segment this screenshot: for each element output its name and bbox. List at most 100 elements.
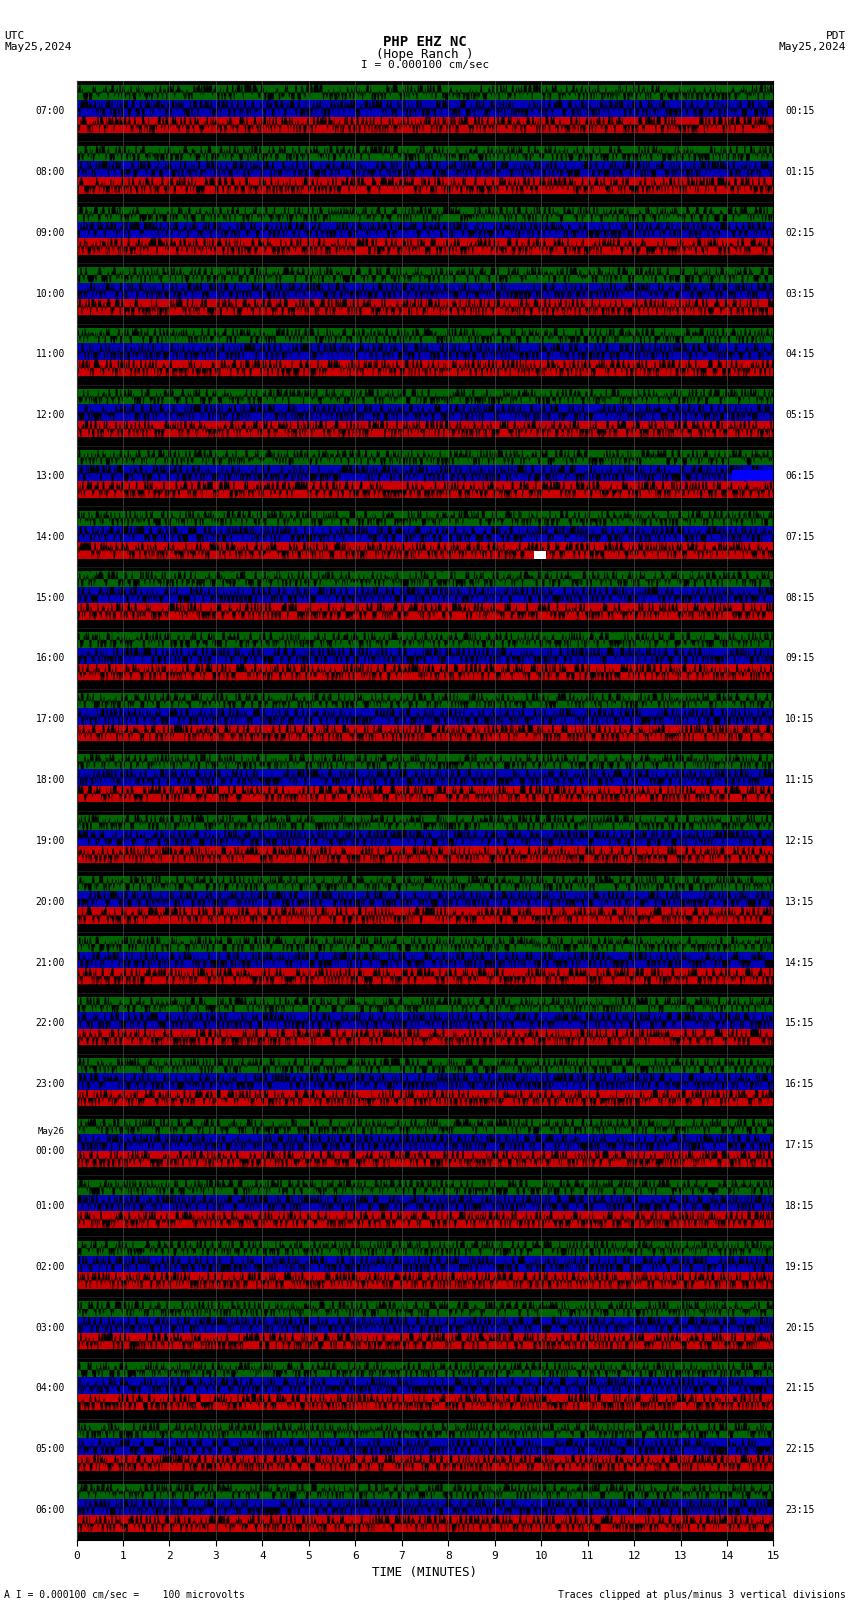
Bar: [76, 1013, 774, 1029]
Bar: [76, 753, 774, 769]
Text: 17:00: 17:00: [36, 715, 65, 724]
Bar: [76, 876, 774, 890]
Text: 01:15: 01:15: [785, 166, 814, 177]
Bar: [76, 1302, 774, 1316]
Bar: [76, 847, 774, 863]
Bar: [76, 498, 774, 506]
Bar: [76, 769, 774, 786]
Bar: [76, 481, 774, 498]
Bar: [76, 1532, 774, 1540]
Bar: [76, 932, 774, 937]
Text: 07:15: 07:15: [785, 532, 814, 542]
Text: 15:15: 15:15: [785, 1018, 814, 1029]
Bar: [76, 558, 774, 568]
Bar: [76, 1455, 774, 1471]
Text: 22:00: 22:00: [36, 1018, 65, 1029]
Bar: [76, 1045, 774, 1053]
Text: A I = 0.000100 cm/sec =    100 microvolts: A I = 0.000100 cm/sec = 100 microvolts: [4, 1590, 245, 1600]
Text: 01:00: 01:00: [36, 1202, 65, 1211]
Bar: [76, 994, 774, 997]
Text: 11:15: 11:15: [785, 776, 814, 786]
Bar: [76, 724, 774, 742]
Text: 08:00: 08:00: [36, 166, 65, 177]
Text: 03:00: 03:00: [36, 1323, 65, 1332]
Text: May26: May26: [38, 1127, 65, 1136]
Bar: [76, 81, 774, 85]
Bar: [76, 526, 774, 542]
Text: 20:15: 20:15: [785, 1323, 814, 1332]
Text: 14:15: 14:15: [785, 958, 814, 968]
Bar: [76, 1498, 774, 1516]
Bar: [76, 1484, 774, 1498]
Text: 23:00: 23:00: [36, 1079, 65, 1089]
Bar: [76, 386, 774, 389]
Text: 15:00: 15:00: [36, 592, 65, 603]
Bar: [76, 316, 774, 324]
Bar: [76, 802, 774, 810]
Bar: [76, 1358, 774, 1363]
Text: 21:00: 21:00: [36, 958, 65, 968]
Bar: [76, 324, 774, 327]
Bar: [76, 968, 774, 984]
Text: 13:15: 13:15: [785, 897, 814, 907]
Bar: [76, 587, 774, 603]
Bar: [76, 1363, 774, 1378]
Bar: [76, 907, 774, 924]
Bar: [76, 952, 774, 968]
Bar: [76, 603, 774, 619]
Text: 07:00: 07:00: [36, 106, 65, 116]
Bar: [76, 831, 774, 847]
Text: 23:15: 23:15: [785, 1505, 814, 1515]
Bar: [76, 511, 774, 526]
Bar: [76, 327, 774, 344]
Text: 18:00: 18:00: [36, 776, 65, 786]
Bar: [76, 437, 774, 445]
X-axis label: TIME (MINUTES): TIME (MINUTES): [372, 1566, 478, 1579]
Bar: [76, 1471, 774, 1479]
Text: I = 0.000100 cm/sec: I = 0.000100 cm/sec: [361, 60, 489, 71]
Bar: [76, 1394, 774, 1410]
Bar: [76, 786, 774, 802]
Bar: [76, 871, 774, 876]
Bar: [76, 177, 774, 194]
Bar: [76, 937, 774, 952]
Bar: [76, 1378, 774, 1394]
Bar: [76, 376, 774, 386]
Text: 08:15: 08:15: [785, 592, 814, 603]
Bar: [76, 924, 774, 932]
Text: 21:15: 21:15: [785, 1384, 814, 1394]
Bar: [76, 85, 774, 100]
Text: 04:00: 04:00: [36, 1384, 65, 1394]
Bar: [76, 632, 774, 647]
Bar: [76, 1179, 774, 1195]
Bar: [76, 1236, 774, 1240]
Bar: [76, 681, 774, 689]
Bar: [76, 1479, 774, 1484]
Text: May25,2024: May25,2024: [4, 42, 71, 52]
Bar: [76, 1058, 774, 1073]
Bar: [76, 542, 774, 558]
Bar: [76, 450, 774, 465]
Bar: [76, 389, 774, 405]
Bar: [76, 1090, 774, 1107]
Text: 18:15: 18:15: [785, 1202, 814, 1211]
Bar: [76, 694, 774, 708]
Text: 16:00: 16:00: [36, 653, 65, 663]
Bar: [732, 469, 774, 481]
Text: 10:15: 10:15: [785, 715, 814, 724]
Bar: [76, 1419, 774, 1423]
Bar: [76, 1423, 774, 1439]
Text: 19:00: 19:00: [36, 836, 65, 845]
Bar: [76, 161, 774, 177]
Bar: [76, 627, 774, 632]
Bar: [76, 1297, 774, 1302]
Bar: [76, 206, 774, 221]
Bar: [76, 1289, 774, 1297]
Text: 20:00: 20:00: [36, 897, 65, 907]
Text: 11:00: 11:00: [36, 350, 65, 360]
Bar: [76, 810, 774, 815]
Bar: [76, 263, 774, 268]
Bar: [76, 568, 774, 571]
Bar: [76, 1516, 774, 1532]
Bar: [76, 344, 774, 360]
